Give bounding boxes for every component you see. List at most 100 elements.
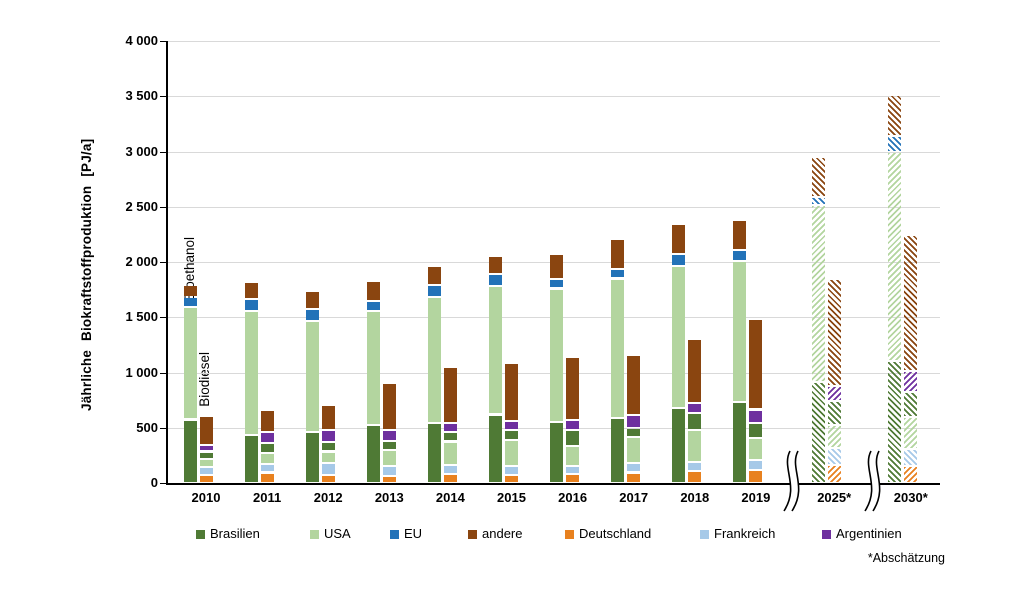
bar-segment-biodiesel-andere-2012 [321,406,335,429]
gridline-4 000 [166,41,940,42]
y-axis-tick [160,96,167,98]
bar-segment-biodiesel-frankreich-2017 [627,464,641,472]
bar-segment-biodiesel-brasilien-2015 [505,431,518,439]
bar-segment-biodiesel-usa-2013 [382,451,396,466]
bar-segment-biodiesel-frankreich-2016 [566,467,580,474]
y-axis-tick [160,206,167,208]
bar-segment-biodiesel-usa-2010 [199,460,213,466]
bar-segment-biodiesel-deutschland-2025* [827,465,841,482]
bar-segment-biodiesel-andere-2025* [827,279,841,386]
bar-segment-biodiesel-frankreich-2012 [321,464,335,474]
legend-item-eu: EU [390,527,422,541]
y-axis-tick [160,372,167,374]
bar-segment-biodiesel-brasilien-2030* [904,392,918,416]
bar-segment-bioethanol-andere-2030* [888,95,902,135]
x-axis-label-2017: 2017 [619,490,649,505]
bar-segment-bioethanol-brasilien-2012 [305,432,319,482]
bar-segment-bioethanol-usa-2018 [672,266,686,408]
bar-segment-biodiesel-frankreich-2018 [688,462,702,471]
bar-segment-bioethanol-eu-2013 [366,301,380,310]
bar-segment-bioethanol-andere-2016 [550,255,564,278]
bar-segment-bioethanol-brasilien-2018 [672,409,686,482]
bar-segment-biodiesel-argentinien-2018 [688,404,702,413]
bar-segment-biodiesel-andere-2014 [443,368,457,422]
bar-segment-biodiesel-frankreich-2011 [260,465,274,472]
bar-segment-biodiesel-frankreich-2019 [749,461,763,469]
legend-item-usa: USA [310,527,351,541]
bar-segment-biodiesel-frankreich-2013 [382,467,396,475]
legend-label-andere: andere [482,526,523,541]
bar-segment-biodiesel-brasilien-2010 [199,452,213,459]
legend-swatch-argentinien [822,529,831,539]
bar-segment-bioethanol-eu-2010 [183,297,197,306]
bar-segment-biodiesel-brasilien-2017 [627,428,641,436]
bar-segment-biodiesel-andere-2011 [260,411,274,431]
bar-segment-bioethanol-andere-2017 [611,240,625,268]
bar-segment-biodiesel-frankreich-2025* [827,449,841,464]
legend-item-frankreich: Frankreich [700,527,775,541]
bar-segment-biodiesel-usa-2014 [443,442,457,464]
bar-segment-biodiesel-andere-2017 [627,355,641,414]
bar-segment-biodiesel-argentinien-2017 [627,416,641,427]
bar-segment-biodiesel-deutschland-2030* [904,466,918,482]
legend-item-deutschland: Deutschland [565,527,651,541]
y-axis-tick [160,41,167,42]
legend-swatch-frankreich [700,529,709,539]
bar-segment-bioethanol-usa-2015 [489,286,502,414]
bar-segment-bioethanol-andere-2011 [244,283,258,298]
bar-segment-bioethanol-usa-2017 [611,279,625,418]
bar-segment-bioethanol-eu-2015 [489,275,502,285]
bar-segment-biodiesel-brasilien-2025* [827,401,841,424]
bar-segment-biodiesel-usa-2019 [749,439,763,460]
bar-segment-biodiesel-andere-2030* [904,235,918,370]
bar-segment-bioethanol-eu-2025* [811,197,825,205]
bar-segment-bioethanol-andere-2018 [672,225,686,254]
bar-segment-bioethanol-eu-2019 [733,250,747,261]
bar-segment-biodiesel-usa-2016 [566,447,580,466]
bar-segment-biodiesel-brasilien-2018 [688,414,702,429]
bar-segment-bioethanol-brasilien-2025* [811,382,825,482]
bar-segment-bioethanol-usa-2010 [183,307,197,419]
bar-segment-biodiesel-deutschland-2010 [199,475,213,482]
bar-segment-bioethanol-andere-2019 [733,221,747,249]
y-axis-line [166,41,168,485]
bar-segment-bioethanol-usa-2011 [244,311,258,434]
bar-segment-bioethanol-andere-2013 [366,281,380,300]
bar-segment-biodiesel-usa-2011 [260,454,274,464]
bar-segment-bioethanol-usa-2019 [733,262,747,401]
legend-label-deutschland: Deutschland [579,526,652,541]
bar-segment-biodiesel-argentinien-2014 [443,423,457,431]
legend-swatch-eu [390,529,399,539]
bar-segment-bioethanol-andere-2014 [427,267,441,285]
bar-segment-biodiesel-brasilien-2019 [749,423,763,438]
y-axis-tick-label: 1 500 [125,309,158,325]
y-axis-tick [160,483,167,484]
bar-segment-bioethanol-eu-2012 [305,310,319,320]
x-axis-line [166,483,940,485]
bar-segment-biodiesel-frankreich-2030* [904,450,918,465]
bar-segment-biodiesel-usa-2025* [827,426,841,448]
bar-segment-bioethanol-andere-2012 [305,291,319,308]
bar-segment-bioethanol-brasilien-2015 [489,415,502,482]
bar-segment-biodiesel-usa-2015 [505,440,518,465]
bar-segment-biodiesel-andere-2015 [505,363,518,420]
bar-segment-biodiesel-deutschland-2013 [382,476,396,482]
bar-segment-biodiesel-brasilien-2012 [321,442,335,451]
bar-segment-biodiesel-deutschland-2019 [749,470,763,482]
y-axis-tick-label: 2 000 [125,254,158,269]
bar-segment-biodiesel-andere-2018 [688,339,702,403]
x-axis-label-2014: 2014 [435,490,465,505]
bar-segment-biodiesel-frankreich-2014 [443,465,457,473]
bar-segment-bioethanol-brasilien-2019 [733,402,747,482]
bar-segment-biodiesel-argentinien-2010 [199,446,213,451]
x-axis-label-2018: 2018 [680,490,710,505]
bar-segment-biodiesel-usa-2018 [688,431,702,461]
bar-segment-bioethanol-andere-2015 [489,256,502,274]
legend-swatch-andere [468,529,477,539]
bar-segment-biodiesel-brasilien-2014 [443,432,457,441]
bar-segment-biodiesel-argentinien-2013 [382,431,396,440]
bar-segment-bioethanol-usa-2012 [305,321,319,431]
bar-segment-biodiesel-usa-2030* [904,417,918,449]
bar-segment-biodiesel-frankreich-2015 [505,466,518,474]
